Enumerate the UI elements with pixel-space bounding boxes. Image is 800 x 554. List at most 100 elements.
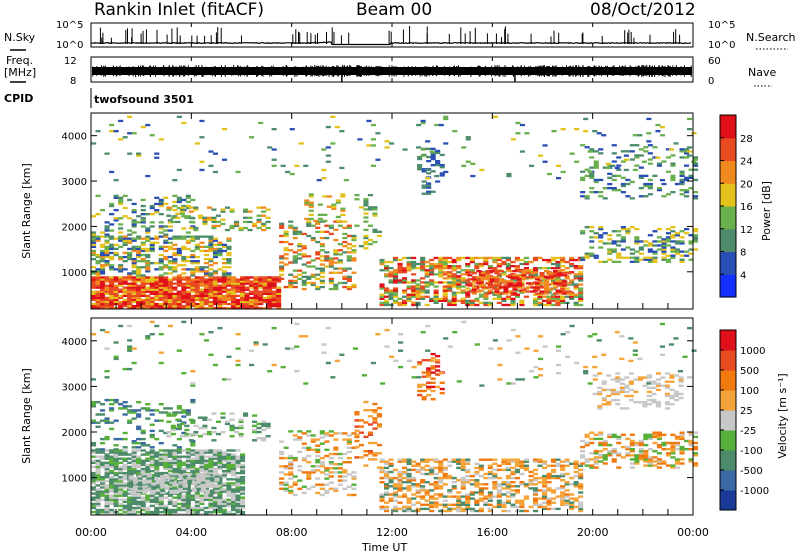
heatmap-cell bbox=[113, 482, 119, 485]
heatmap-cell bbox=[514, 458, 520, 461]
heatmap-cell bbox=[166, 206, 172, 209]
heatmap-cell bbox=[140, 237, 146, 240]
heatmap-cell bbox=[235, 449, 241, 452]
heatmap-cell bbox=[679, 240, 685, 243]
heatmap-cell bbox=[679, 254, 685, 257]
heatmap-cell bbox=[519, 258, 525, 262]
heatmap-cell bbox=[145, 403, 151, 406]
heatmap-cell bbox=[467, 284, 473, 287]
heatmap-cell bbox=[501, 260, 507, 264]
heatmap-cell bbox=[319, 471, 325, 474]
heatmap-cell bbox=[155, 481, 161, 484]
heatmap-cell bbox=[181, 431, 187, 435]
nsky-tick-top: 10^5 bbox=[56, 20, 83, 31]
heatmap-cell bbox=[221, 510, 227, 514]
heatmap-cell bbox=[176, 496, 182, 499]
heatmap-cell bbox=[411, 273, 417, 276]
heatmap-cell bbox=[122, 288, 128, 291]
heatmap-cell bbox=[443, 117, 449, 121]
nsearch-tick-top: 10^5 bbox=[708, 20, 735, 31]
heatmap-cell bbox=[337, 456, 343, 460]
heatmap-cell bbox=[191, 477, 197, 480]
heatmap-cell bbox=[181, 260, 187, 263]
heatmap-cell bbox=[104, 502, 110, 506]
heatmap-cell bbox=[95, 298, 101, 302]
heatmap-cell bbox=[370, 138, 376, 141]
heatmap-cell bbox=[113, 459, 119, 462]
heatmap-cell bbox=[429, 265, 435, 268]
heatmap-cell bbox=[137, 479, 143, 482]
heatmap-cell bbox=[185, 413, 191, 416]
heatmap-cell bbox=[358, 425, 364, 428]
heatmap-cell bbox=[187, 489, 193, 492]
heatmap-cell bbox=[487, 476, 493, 480]
heatmap-cell bbox=[95, 270, 101, 273]
heatmap-cell bbox=[665, 170, 671, 173]
heatmap-cell bbox=[131, 455, 137, 458]
heatmap-cell bbox=[328, 452, 334, 456]
heatmap-cell bbox=[194, 467, 200, 471]
heatmap-cell bbox=[569, 297, 575, 300]
heatmap-cell bbox=[530, 286, 536, 289]
heatmap-cell bbox=[122, 194, 128, 197]
heatmap-cell bbox=[426, 375, 432, 378]
heatmap-cell bbox=[384, 273, 390, 276]
heatmap-cell bbox=[122, 478, 128, 481]
heatmap-cell bbox=[163, 461, 169, 464]
heatmap-cell bbox=[231, 478, 237, 481]
heatmap-cell bbox=[122, 457, 128, 460]
heatmap-cell bbox=[310, 273, 316, 276]
heatmap-cell bbox=[647, 234, 653, 237]
heatmap-cell bbox=[194, 500, 200, 503]
heatmap-cell bbox=[411, 485, 417, 488]
heatmap-cell bbox=[91, 282, 97, 285]
heatmap-cell bbox=[465, 262, 471, 266]
heatmap-cell bbox=[411, 301, 417, 304]
heatmap-cell bbox=[240, 488, 246, 491]
heatmap-cell bbox=[163, 431, 169, 435]
heatmap-cell bbox=[388, 279, 394, 282]
heatmap-cell bbox=[231, 488, 237, 491]
heatmap-cell bbox=[104, 500, 110, 503]
heatmap-cell bbox=[288, 279, 294, 282]
heatmap-cell bbox=[611, 160, 617, 163]
heatmap-cell bbox=[279, 240, 285, 244]
heatmap-cell bbox=[190, 272, 196, 275]
heatmap-cell bbox=[647, 250, 653, 253]
heatmap-cell bbox=[217, 488, 223, 491]
heatmap-cell bbox=[176, 451, 182, 454]
heatmap-cell bbox=[267, 282, 273, 285]
heatmap-cell bbox=[140, 407, 146, 410]
heatmap-cell bbox=[176, 467, 182, 471]
heatmap-cell bbox=[109, 496, 115, 499]
heatmap-cell bbox=[100, 478, 106, 481]
heatmap-cell bbox=[208, 461, 214, 464]
heatmap-cell bbox=[528, 283, 534, 286]
heatmap-cell bbox=[620, 191, 626, 194]
heatmap-cell bbox=[137, 483, 143, 486]
heatmap-cell bbox=[528, 273, 534, 276]
heatmap-cell bbox=[333, 251, 339, 254]
heatmap-cell bbox=[688, 174, 694, 177]
heatmap-cell bbox=[149, 478, 155, 481]
heatmap-cell bbox=[367, 458, 373, 461]
heatmap-cell bbox=[181, 296, 187, 300]
heatmap-cell bbox=[109, 500, 115, 503]
heatmap-cell bbox=[456, 279, 462, 282]
heatmap-cell bbox=[122, 215, 128, 218]
heatmap-cell bbox=[456, 501, 462, 504]
heatmap-cell bbox=[212, 510, 218, 514]
heatmap-cell bbox=[163, 249, 169, 253]
heatmap-cell bbox=[91, 444, 97, 447]
heatmap-cell bbox=[370, 123, 376, 127]
heatmap-cell bbox=[523, 460, 529, 463]
heatmap-cell bbox=[249, 302, 255, 306]
heatmap-cell bbox=[199, 498, 205, 501]
heatmap-cell bbox=[393, 275, 399, 278]
nave-tick-top: 60 bbox=[708, 56, 721, 67]
heatmap-cell bbox=[425, 168, 431, 172]
heatmap-cell bbox=[429, 283, 435, 286]
heatmap-cell bbox=[297, 269, 303, 272]
heatmap-cell bbox=[328, 467, 334, 470]
heatmap-cell bbox=[417, 168, 423, 171]
